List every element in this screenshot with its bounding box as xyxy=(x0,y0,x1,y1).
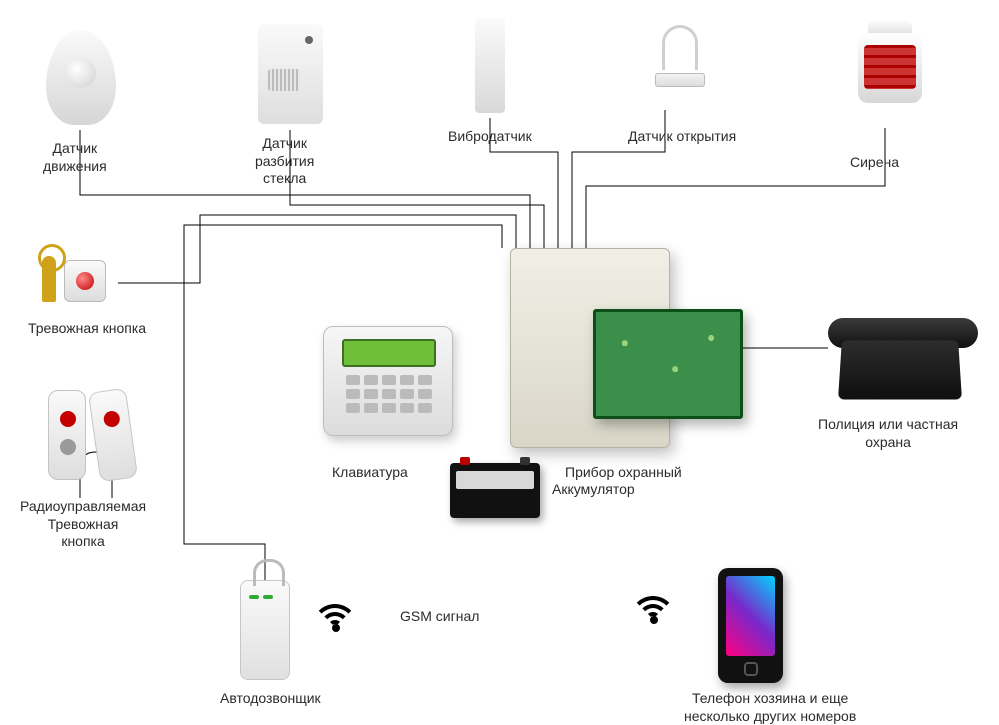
battery-node xyxy=(450,463,540,518)
wireless-panic-icon xyxy=(48,390,132,480)
battery-label: Аккумулятор xyxy=(552,481,635,499)
smartphone-label: Телефон хозяина и еще несколько других н… xyxy=(684,690,856,725)
siren-icon xyxy=(850,25,930,120)
motion-sensor-node xyxy=(46,30,116,125)
control-panel-icon xyxy=(510,248,670,448)
smartphone-icon xyxy=(718,568,783,683)
motion-sensor-label: Датчик движения xyxy=(43,140,107,175)
control-panel-node xyxy=(510,248,670,448)
vibration-sensor-label: Вибродатчик xyxy=(448,128,532,146)
siren-label: Сирена xyxy=(850,154,899,172)
vibration-sensor-node xyxy=(475,18,505,113)
diagram-stage: Датчик движения Датчик разбития стекла В… xyxy=(0,0,999,714)
desk-phone-node xyxy=(828,310,978,410)
control-panel-label: Прибор охранный xyxy=(565,464,682,482)
door-contact-node xyxy=(650,25,710,105)
panic-button-icon xyxy=(42,256,106,302)
wifi-left-icon xyxy=(312,592,358,632)
panic-button-label: Тревожная кнопка xyxy=(28,320,146,338)
wireless-panic-label: Радиоуправляемая Тревожная кнопка xyxy=(20,498,146,551)
gsm-label: GSM сигнал xyxy=(400,608,479,626)
auto-dialer-icon xyxy=(240,580,290,680)
glass-break-icon xyxy=(258,24,323,124)
auto-dialer-label: Автодозвонщик xyxy=(220,690,321,708)
keypad-node xyxy=(323,326,453,436)
motion-sensor-icon xyxy=(46,30,116,125)
glass-break-node xyxy=(258,24,323,124)
wireless-panic-node xyxy=(48,390,132,480)
smartphone-node xyxy=(718,568,783,683)
panic-button-node xyxy=(42,256,106,302)
keypad-icon xyxy=(323,326,453,436)
door-contact-label: Датчик открытия xyxy=(628,128,736,146)
battery-icon xyxy=(450,463,540,518)
wifi-right-icon xyxy=(630,584,676,624)
desk-phone-icon xyxy=(828,310,978,410)
pcb-icon xyxy=(593,309,743,419)
desk-phone-label: Полиция или частная охрана xyxy=(818,416,958,451)
siren-node xyxy=(850,25,930,120)
door-contact-icon xyxy=(650,25,710,105)
auto-dialer-node xyxy=(240,580,290,680)
keypad-label: Клавиатура xyxy=(332,464,408,482)
glass-break-label: Датчик разбития стекла xyxy=(255,135,314,188)
vibration-sensor-icon xyxy=(475,18,505,113)
